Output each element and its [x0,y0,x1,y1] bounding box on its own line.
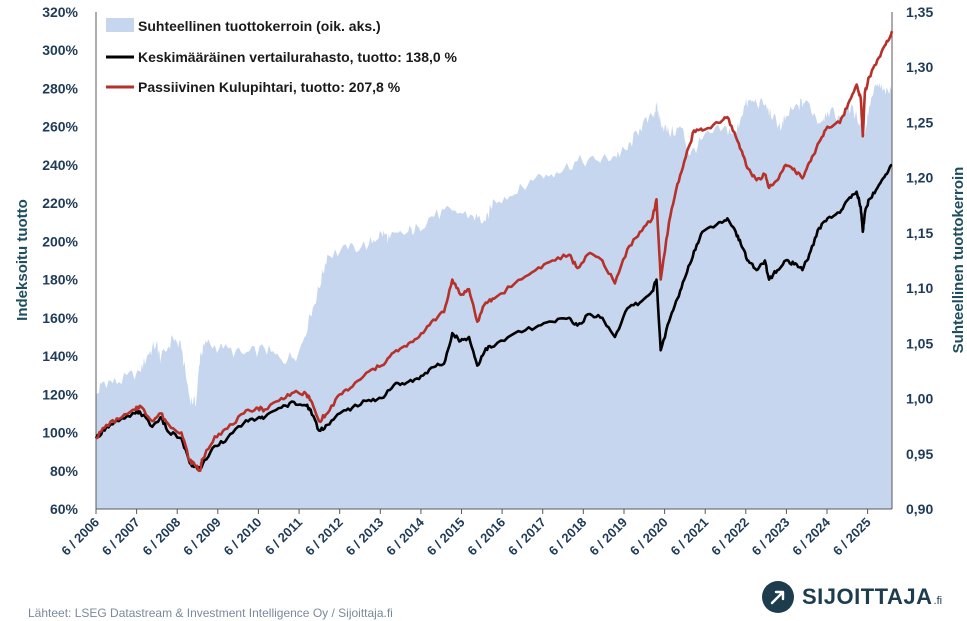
y-tick-label: 60% [50,501,79,517]
y-tick-label: 100% [42,425,78,441]
legend-label-benchmark: Keskimääräinen vertailurahasto, tuotto: … [138,49,458,65]
y-tick-label: 260% [42,119,78,135]
source-note: Lähteet: LSEG Datastream & Investment In… [28,606,393,620]
logo-suffix: .fi [933,595,943,607]
x-tick-label: 6 / 2006 [58,515,102,559]
x-tick-label: 6 / 2021 [667,515,711,559]
logo-arrow-icon [762,581,794,613]
series-line-passive-kulupihtari [95,30,894,473]
y-tick-label: 160% [42,310,78,326]
x-tick-label: 6 / 2010 [221,515,265,559]
axes-layer [95,12,893,510]
y-tick-label: 200% [42,233,78,249]
y2-tick-label: 1,20 [906,170,933,186]
x-tick-label: 6 / 2008 [139,515,183,559]
x-tick-label: 6 / 2023 [749,515,793,559]
y-tick-label: 140% [42,348,78,364]
y2-tick-label: 1,30 [906,59,933,75]
x-tick-label: 6 / 2017 [505,515,549,559]
y2-tick-label: 1,15 [906,225,933,241]
y-tick-label: 280% [42,81,78,97]
y-tick-label: 300% [42,42,78,58]
y2-tick-label: 1,00 [906,391,933,407]
y-axis-title: Indeksoitu tuotto [14,199,31,321]
legend-swatch-area [106,18,134,32]
x-tick-label: 6 / 2025 [830,515,874,559]
y-tick-label: 320% [42,4,78,20]
y2-axis-title: Suhteellinen tuottokerroin [950,167,967,354]
logo-text: SIJOITTAJA [802,584,933,609]
x-tick-label: 6 / 2015 [424,515,468,559]
y-tick-label: 240% [42,157,78,173]
series-line-benchmark-fund [94,163,893,472]
x-tick-label: 6 / 2014 [383,514,427,558]
line-layer [94,30,894,473]
y2-tick-label: 0,95 [906,446,933,462]
x-tick-label: 6 / 2009 [180,515,224,559]
x-tick-label: 6 / 2011 [262,515,305,558]
legend-label-area: Suhteellinen tuottokerroin (oik. aks.) [138,18,381,34]
legend-label-passive: Passiivinen Kulupihtari, tuotto: 207,8 % [138,79,401,95]
y-tick-label: 80% [50,463,79,479]
y2-tick-label: 0,90 [906,501,933,517]
x-tick-label: 6 / 2018 [546,515,590,559]
y2-tick-label: 1,05 [906,335,933,351]
y-tick-label: 220% [42,195,78,211]
x-tick-label: 6 / 2012 [302,515,346,559]
x-tick-label: 6 / 2016 [464,515,508,559]
y2-tick-label: 1,10 [906,280,933,296]
y-tick-label: 120% [42,386,78,402]
x-tick-label: 6 / 2020 [627,515,671,559]
x-tick-label: 6 / 2007 [99,515,143,559]
x-tick-label: 6 / 2022 [708,515,752,559]
y2-tick-label: 1,25 [906,114,933,130]
logo: SIJOITTAJA .fi [762,578,942,616]
x-tick-label: 6 / 2019 [586,515,630,559]
x-tick-label: 6 / 2024 [789,514,833,558]
y2-tick-label: 1,35 [906,4,933,20]
y-tick-label: 180% [42,272,78,288]
x-tick-label: 6 / 2013 [343,515,387,559]
legend: Suhteellinen tuottokerroin (oik. aks.) K… [106,18,458,95]
